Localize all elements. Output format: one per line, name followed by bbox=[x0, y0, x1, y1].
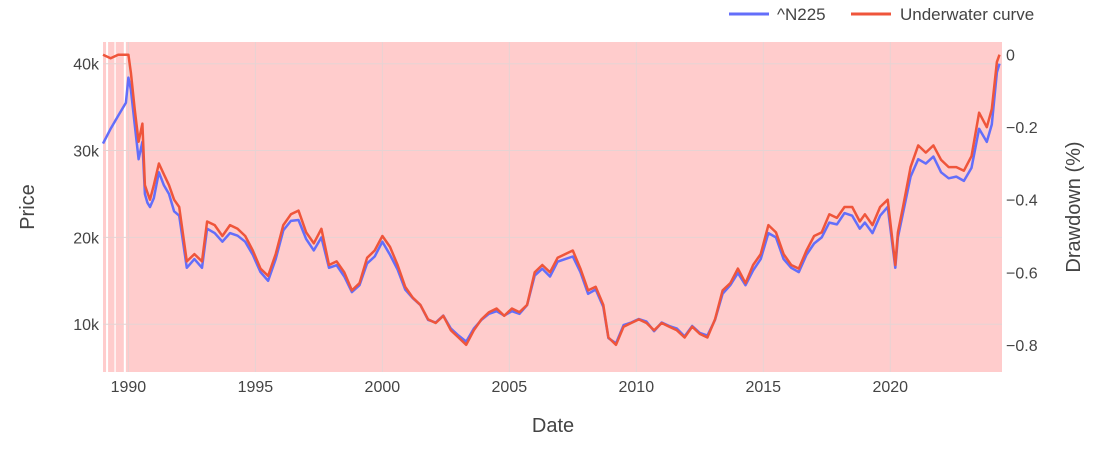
legend-label-underwater-curve: Underwater curve bbox=[900, 5, 1034, 24]
y2-tick-label: −0.4 bbox=[1006, 193, 1038, 210]
series-line-1 bbox=[102, 53, 1001, 347]
drawdown-region-2 bbox=[115, 42, 124, 372]
y-tick-label: 40k bbox=[73, 57, 100, 74]
legend-item-n225[interactable]: ^N225 bbox=[729, 5, 826, 24]
legend-item-underwater-curve[interactable]: Underwater curve bbox=[851, 5, 1034, 24]
legend: ^N225 Underwater curve bbox=[729, 5, 1034, 24]
y2-axis-title: Drawdown (%) bbox=[1063, 141, 1085, 272]
x-axis-ticks: 1990 1995 2000 2005 2010 2015 2020 bbox=[111, 379, 909, 396]
drawdown-region-3 bbox=[125, 42, 1002, 372]
y2-tick-label: −0.2 bbox=[1006, 120, 1038, 137]
y2-tick-label: 0 bbox=[1006, 48, 1015, 65]
drawdown-region-1 bbox=[108, 42, 115, 372]
x-tick-label: 1995 bbox=[238, 379, 274, 396]
drawdown-shading bbox=[103, 42, 1002, 372]
x-tick-label: 2010 bbox=[619, 379, 655, 396]
y-tick-label: 20k bbox=[73, 230, 100, 247]
y2-tick-label: −0.6 bbox=[1006, 265, 1038, 282]
x-tick-label: 2020 bbox=[872, 379, 908, 396]
x-tick-label: 2005 bbox=[492, 379, 528, 396]
y-axis-title: Price bbox=[17, 184, 39, 230]
legend-label-n225: ^N225 bbox=[777, 5, 826, 24]
gridlines bbox=[103, 42, 1002, 372]
y2-tick-label: −0.8 bbox=[1006, 338, 1038, 355]
x-tick-label: 2000 bbox=[365, 379, 401, 396]
y-tick-label: 10k bbox=[73, 317, 100, 334]
y-axis-ticks: 10k 20k 30k 40k bbox=[73, 57, 100, 335]
x-axis-title: Date bbox=[532, 415, 574, 437]
drawdown-region-0 bbox=[103, 42, 107, 372]
x-tick-label: 2015 bbox=[745, 379, 781, 396]
y-tick-label: 30k bbox=[73, 144, 100, 161]
x-tick-label: 1990 bbox=[111, 379, 147, 396]
y2-axis-ticks: 0 −0.2 −0.4 −0.6 −0.8 bbox=[1006, 48, 1038, 355]
series-lines bbox=[101, 53, 1001, 347]
